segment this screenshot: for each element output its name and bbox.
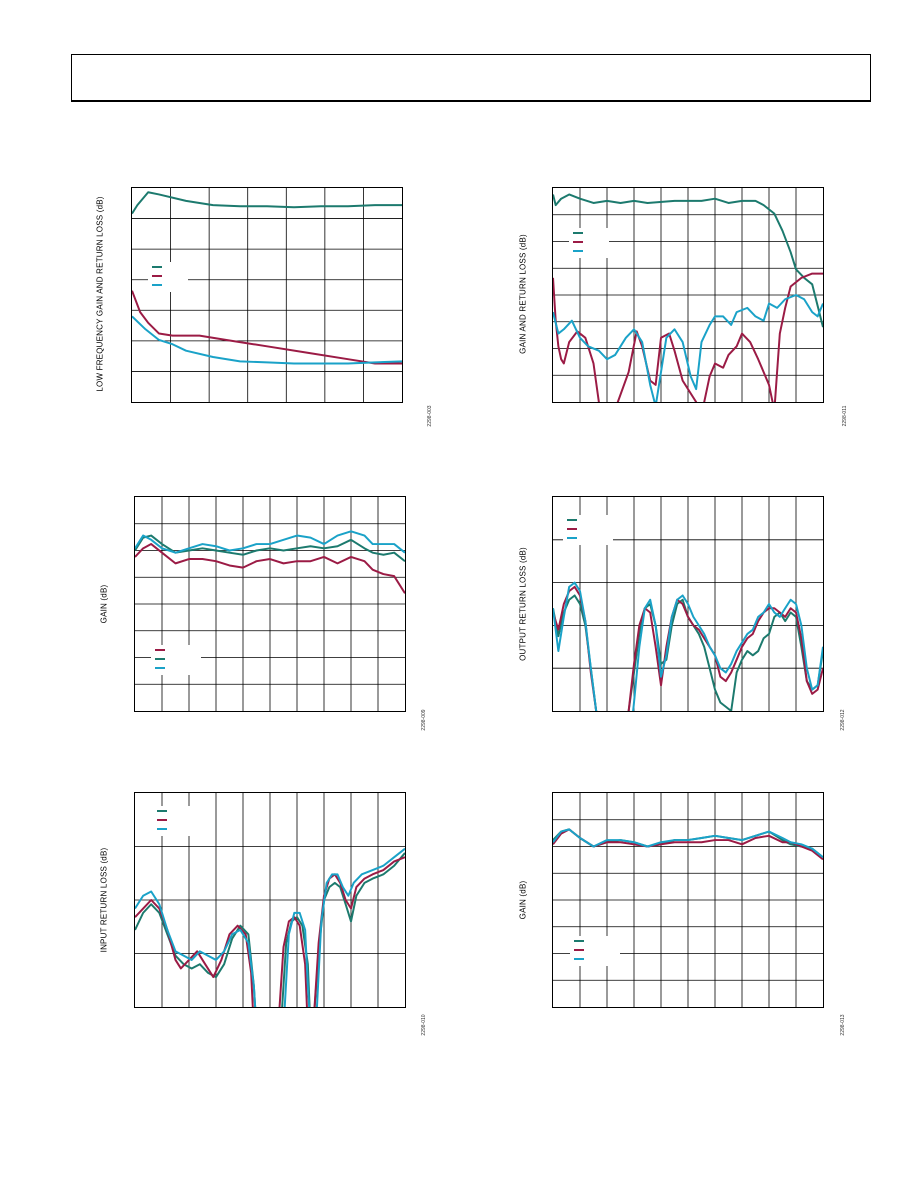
legend-swatch — [157, 828, 167, 830]
legend-swatch — [567, 528, 577, 530]
legend — [148, 262, 188, 292]
y-axis-label: GAIN (dB) — [99, 584, 109, 624]
legend-swatch — [152, 266, 162, 268]
plot-svg — [553, 497, 823, 711]
y-axis-label: INPUT RETURN LOSS (dB) — [99, 847, 109, 953]
plot-area — [552, 792, 824, 1008]
plot-svg — [132, 188, 402, 402]
legend-swatch — [155, 658, 165, 660]
plot-svg — [135, 497, 405, 711]
legend — [569, 228, 609, 258]
legend-swatch — [155, 667, 165, 669]
legend-swatch — [574, 940, 584, 942]
series-line-2 — [132, 290, 402, 365]
figure-code: 2298-003 — [427, 405, 433, 427]
series-line-1 — [132, 191, 402, 215]
plot-svg — [553, 793, 823, 1007]
plot-svg — [135, 793, 405, 1007]
legend-swatch — [155, 649, 165, 651]
plot-svg — [553, 188, 823, 402]
legend — [563, 515, 613, 545]
figure-code: 2298-012 — [840, 709, 846, 731]
legend — [153, 806, 203, 836]
page-header — [71, 54, 871, 102]
plot-area — [552, 187, 824, 403]
legend-swatch — [567, 519, 577, 521]
series-line-3 — [553, 294, 823, 402]
y-axis-label: OUTPUT RETURN LOSS (dB) — [518, 547, 528, 661]
series-line-3 — [132, 315, 402, 365]
y-axis-label: GAIN (dB) — [518, 880, 528, 920]
figure-code: 2298-013 — [840, 1014, 846, 1036]
series-line-3 — [553, 581, 823, 711]
series-line-2 — [553, 272, 823, 402]
plot-area — [134, 792, 406, 1008]
legend-swatch — [567, 537, 577, 539]
plot-area — [131, 187, 403, 403]
figure-code: 2298-009 — [421, 709, 427, 731]
figure-code: 2298-010 — [421, 1014, 427, 1036]
legend-swatch — [157, 810, 167, 812]
series-line-1 — [135, 543, 405, 594]
legend-swatch — [573, 241, 583, 243]
series-line-2 — [135, 856, 405, 1007]
plot-area — [552, 496, 824, 712]
legend-swatch — [573, 232, 583, 234]
legend-swatch — [152, 275, 162, 277]
legend-swatch — [152, 284, 162, 286]
legend-swatch — [573, 250, 583, 252]
figure-code: 2298-011 — [842, 405, 848, 427]
series-line-3 — [553, 828, 823, 858]
series-line-3 — [135, 530, 405, 554]
legend — [570, 936, 620, 966]
legend — [151, 645, 201, 675]
y-axis-label: GAIN AND RETURN LOSS (dB) — [518, 234, 528, 354]
legend-swatch — [157, 819, 167, 821]
legend-swatch — [574, 958, 584, 960]
series-line-3 — [135, 847, 405, 1007]
legend-swatch — [574, 949, 584, 951]
series-line-1 — [553, 193, 823, 328]
series-line-2 — [135, 534, 405, 562]
plot-area — [134, 496, 406, 712]
y-axis-label: LOW FREQUENCY GAIN AND RETURN LOSS (dB) — [95, 196, 105, 392]
